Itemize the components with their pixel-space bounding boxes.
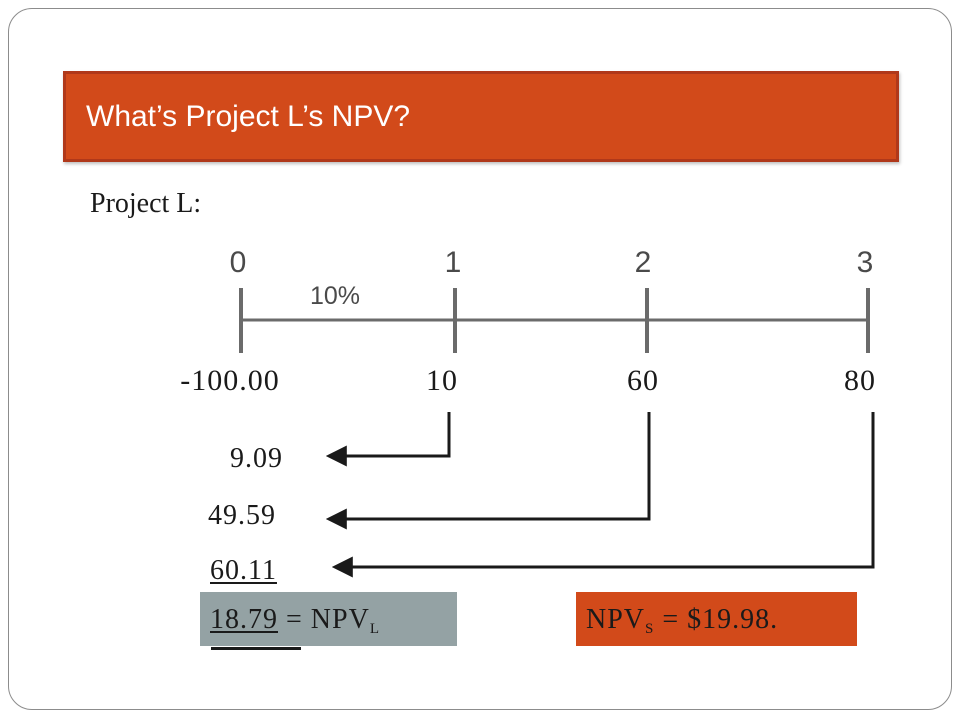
discount-arrow-2	[325, 412, 651, 530]
present-value-2: 49.59	[208, 500, 276, 531]
discount-arrow-1	[325, 412, 451, 467]
present-value-3: 60.11	[210, 555, 277, 586]
period-label-1: 1	[444, 246, 462, 279]
npv-s-label: NPV	[586, 604, 646, 635]
discount-rate-label: 10%	[310, 282, 361, 310]
present-value-1: 9.09	[230, 443, 283, 474]
npv-l-subscript: L	[369, 621, 380, 637]
cash-flow-3: 80	[844, 364, 876, 397]
npv-s-result: NPVS = $19.98.	[586, 604, 778, 638]
npv-l-value: 18.79	[210, 604, 278, 635]
cash-flow-2: 60	[627, 364, 659, 397]
npv-s-value: = $19.98.	[662, 604, 779, 635]
npv-l-label: = NPV	[286, 604, 370, 635]
cash-flow-1: 10	[426, 364, 458, 397]
cash-flow-0: -100.00	[180, 364, 280, 397]
period-label-0: 0	[229, 246, 247, 279]
project-label: Project L:	[90, 188, 202, 219]
npv-l-result: 18.79 = NPVL	[210, 604, 380, 638]
npv-l-double-underline	[211, 647, 301, 650]
period-label-2: 2	[634, 246, 652, 279]
period-label-3: 3	[856, 246, 874, 279]
npv-s-subscript: S	[645, 621, 655, 637]
npv-s-box	[576, 592, 857, 646]
npv-l-box	[200, 592, 457, 646]
discount-arrow-3	[331, 412, 875, 578]
slide-title: What’s Project L’s NPV?	[86, 99, 411, 133]
title-bar: What’s Project L’s NPV?	[63, 71, 899, 162]
